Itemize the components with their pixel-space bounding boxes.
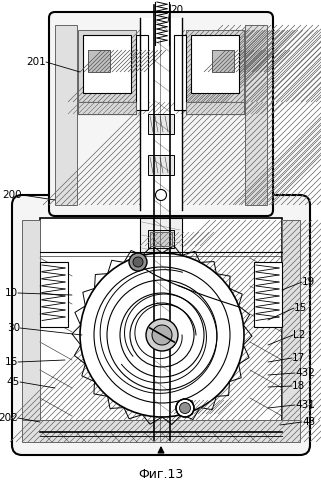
Bar — [212, 50, 234, 72]
Circle shape — [179, 403, 190, 414]
Bar — [88, 50, 110, 72]
Circle shape — [152, 325, 172, 345]
Bar — [40, 262, 68, 327]
Text: 16: 16 — [5, 357, 18, 367]
FancyBboxPatch shape — [49, 12, 273, 216]
Circle shape — [155, 190, 167, 201]
Text: 15: 15 — [294, 303, 307, 313]
Text: Фиг.13: Фиг.13 — [138, 469, 184, 482]
Bar — [282, 220, 300, 420]
Text: 19: 19 — [302, 277, 315, 287]
Bar — [186, 102, 244, 114]
Text: 20: 20 — [170, 5, 183, 15]
Bar — [148, 230, 174, 248]
Bar — [178, 400, 192, 414]
Bar — [55, 25, 77, 205]
Text: 30: 30 — [7, 323, 20, 333]
Bar — [245, 25, 267, 205]
Bar — [78, 30, 136, 102]
Circle shape — [146, 319, 178, 351]
Text: 432: 432 — [295, 368, 315, 378]
Bar — [55, 25, 77, 205]
Bar — [191, 35, 239, 93]
Bar — [140, 18, 182, 210]
Text: 202: 202 — [0, 413, 18, 423]
Bar — [83, 35, 131, 93]
Bar — [22, 420, 300, 442]
Bar — [186, 102, 244, 114]
Text: 18: 18 — [292, 381, 305, 391]
Bar — [140, 218, 182, 308]
Bar — [174, 35, 186, 110]
Bar — [22, 220, 40, 420]
Bar — [148, 155, 174, 175]
Bar — [212, 50, 234, 72]
FancyBboxPatch shape — [12, 195, 310, 455]
Text: 10: 10 — [5, 288, 18, 298]
Bar — [282, 220, 300, 420]
Circle shape — [80, 253, 244, 417]
Bar — [22, 420, 300, 442]
Text: 201: 201 — [26, 57, 46, 67]
Bar — [186, 30, 244, 102]
Text: 200: 200 — [2, 190, 22, 200]
Text: 431: 431 — [295, 400, 315, 410]
Bar — [186, 30, 244, 102]
Bar — [150, 232, 172, 246]
Bar — [40, 218, 282, 436]
Text: 45: 45 — [7, 377, 20, 387]
Bar — [78, 102, 136, 114]
Bar — [78, 30, 136, 102]
Circle shape — [133, 257, 143, 267]
Bar — [148, 114, 174, 134]
Text: 43: 43 — [302, 417, 315, 427]
Text: L2: L2 — [293, 330, 305, 340]
Bar — [254, 262, 282, 327]
Bar — [136, 35, 148, 110]
Bar — [245, 25, 267, 205]
Circle shape — [129, 253, 147, 271]
Circle shape — [176, 399, 194, 417]
Bar — [78, 102, 136, 114]
Bar — [150, 232, 172, 246]
Bar — [78, 102, 136, 114]
Bar — [22, 220, 40, 420]
Text: 17: 17 — [292, 353, 305, 363]
Bar — [186, 102, 244, 114]
Bar — [88, 50, 110, 72]
Bar — [178, 400, 192, 414]
